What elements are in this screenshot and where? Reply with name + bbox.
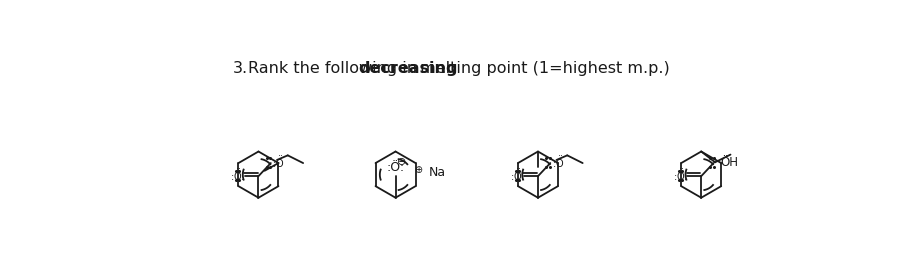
Text: :Ö:: :Ö: (387, 161, 405, 174)
Text: :$\ddot{\rm O}$:: :$\ddot{\rm O}$: (230, 168, 245, 183)
Text: :$\ddot{\rm O}$:: :$\ddot{\rm O}$: (672, 168, 688, 183)
Text: ⊖: ⊖ (397, 157, 407, 167)
Text: ÖH: ÖH (721, 156, 739, 169)
Text: decreasing: decreasing (358, 61, 458, 76)
Text: ⊕: ⊕ (415, 165, 423, 175)
Text: Na: Na (429, 166, 446, 179)
Text: melting point (1=highest m.p.): melting point (1=highest m.p.) (415, 61, 670, 76)
Text: :$\ddot{\rm O}$:: :$\ddot{\rm O}$: (510, 168, 525, 183)
Text: 3.: 3. (233, 61, 248, 76)
Text: Rank the following in: Rank the following in (248, 61, 422, 76)
Text: :$\ddot{\rm O}$: :$\ddot{\rm O}$ (551, 155, 564, 170)
Text: :$\ddot{\rm O}$: :$\ddot{\rm O}$ (272, 155, 285, 170)
